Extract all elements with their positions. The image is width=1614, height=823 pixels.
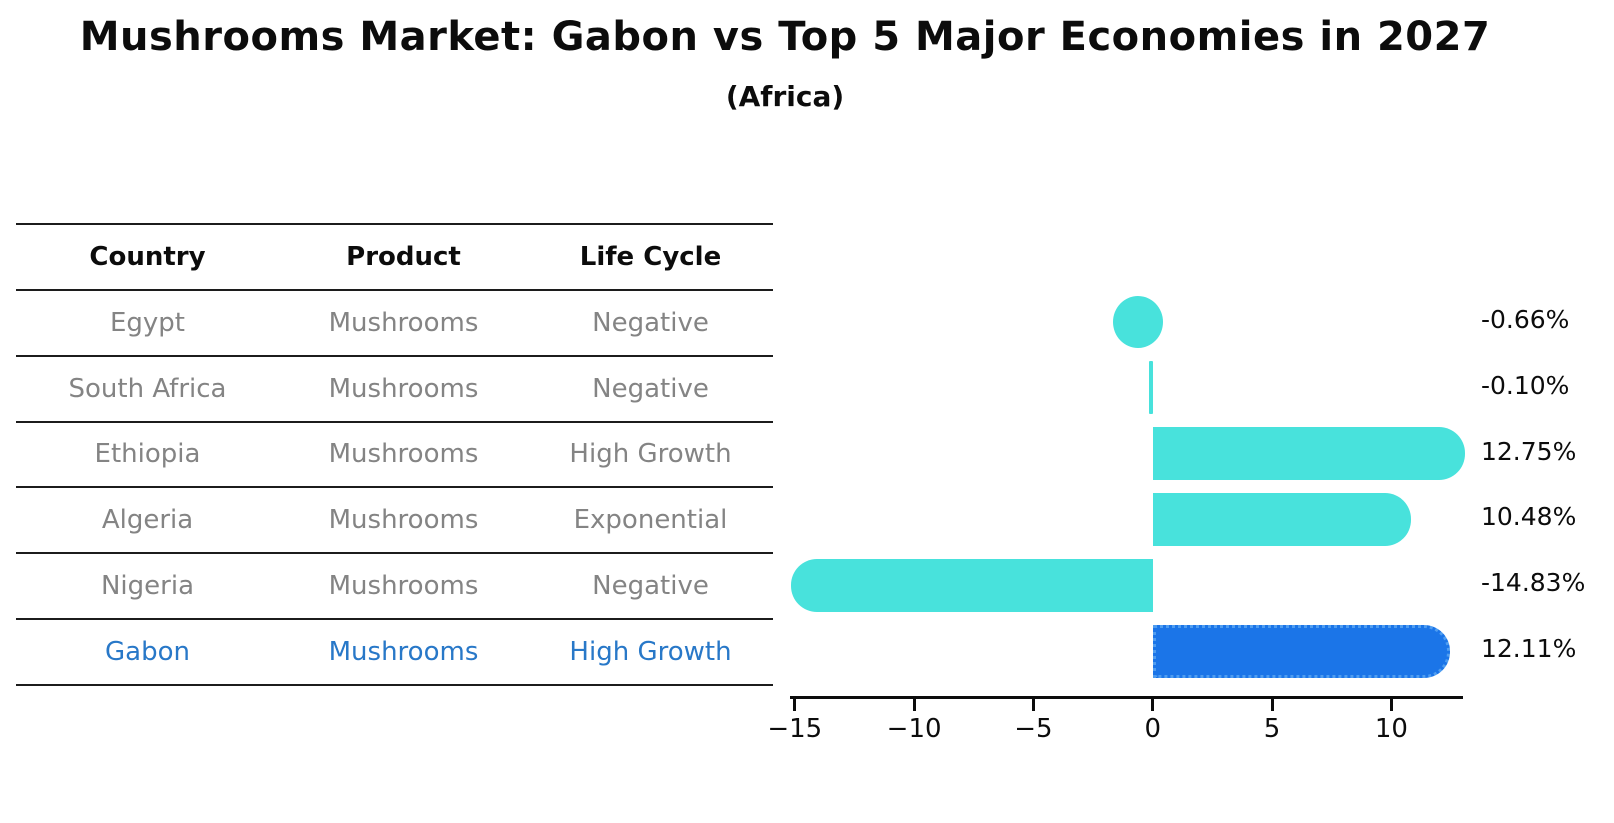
table-cell-life-cycle: Negative: [592, 373, 709, 404]
table-cell-product: Mushrooms: [328, 307, 479, 338]
x-axis-tick-label: 10: [1374, 714, 1408, 744]
bar-value-label-algeria: 10.48%: [1481, 502, 1577, 532]
x-axis-tick-label: −5: [1014, 714, 1053, 744]
x-axis-tick: [1389, 699, 1393, 711]
bar-gabon: [1152, 624, 1450, 678]
x-axis-tick-label: −10: [886, 714, 942, 744]
table-cell-life-cycle: High Growth: [569, 636, 732, 667]
table-header-country: Country: [89, 242, 206, 272]
table-cell-life-cycle: Negative: [592, 571, 709, 602]
table-cell-country: South Africa: [68, 373, 227, 404]
bar-value-label-nigeria: -14.83%: [1481, 568, 1586, 598]
bar-algeria: [1152, 492, 1411, 546]
table-cell-country: Gabon: [105, 636, 190, 667]
table-row-nigeria: Nigeria Mushrooms Negative: [16, 554, 773, 620]
bar-ethiopia: [1152, 427, 1466, 481]
table-row-south-africa: South Africa Mushrooms Negative: [16, 357, 773, 423]
country-table: Country Product Life Cycle Egypt Mushroom…: [16, 223, 773, 686]
bar-value-label-egypt: -0.66%: [1481, 304, 1570, 334]
bar-value-label-south-africa: -0.10%: [1481, 370, 1570, 400]
table-row-algeria: Algeria Mushrooms Exponential: [16, 488, 773, 555]
table-header-product: Product: [346, 242, 461, 272]
x-axis-tick: [1031, 699, 1035, 711]
table-cell-product: Mushrooms: [328, 373, 479, 404]
bar-value-label-gabon: 12.11%: [1481, 634, 1577, 664]
x-axis-tick-label: 5: [1263, 714, 1281, 744]
x-axis-tick: [1151, 699, 1155, 711]
table-cell-country: Algeria: [101, 505, 194, 536]
x-axis-tick-label: 0: [1144, 714, 1162, 744]
table-body: Egypt Mushrooms Negative South Africa Mushro…: [16, 291, 773, 686]
table-header-row: Country Product Life Cycle: [16, 225, 773, 291]
table-cell-country: Ethiopia: [94, 439, 201, 470]
x-axis-tick: [793, 699, 797, 711]
table-cell-product: Mushrooms: [328, 439, 479, 470]
x-axis-line: [790, 696, 1463, 699]
bar-value-label-ethiopia: 12.75%: [1481, 436, 1577, 466]
table-row-ethiopia: Ethiopia Mushrooms High Growth: [16, 423, 773, 489]
table-row-egypt: Egypt Mushrooms Negative: [16, 291, 773, 357]
table-cell-country: Egypt: [109, 307, 186, 338]
table-cell-product: Mushrooms: [328, 505, 479, 536]
table-cell-life-cycle: High Growth: [569, 439, 732, 470]
table-cell-product: Mushrooms: [328, 571, 479, 602]
x-axis-tick-label: −15: [767, 714, 823, 744]
table-row-gabon: Gabon Mushrooms High Growth: [16, 620, 773, 686]
table-cell-product: Mushrooms: [328, 636, 479, 667]
table-cell-country: Nigeria: [100, 571, 195, 602]
table-header-life-cycle: Life Cycle: [579, 242, 722, 272]
chart-title: Mushrooms Market: Gabon vs Top 5 Major E…: [79, 14, 1491, 60]
chart-subtitle: (Africa): [725, 80, 845, 113]
x-axis-tick: [912, 699, 916, 711]
bar-south-africa: [1149, 361, 1153, 415]
table-cell-life-cycle: Exponential: [573, 505, 728, 536]
x-axis-tick: [1270, 699, 1274, 711]
table-cell-life-cycle: Negative: [592, 307, 709, 338]
bar-nigeria: [790, 558, 1153, 612]
bar-egypt: [1112, 295, 1163, 348]
